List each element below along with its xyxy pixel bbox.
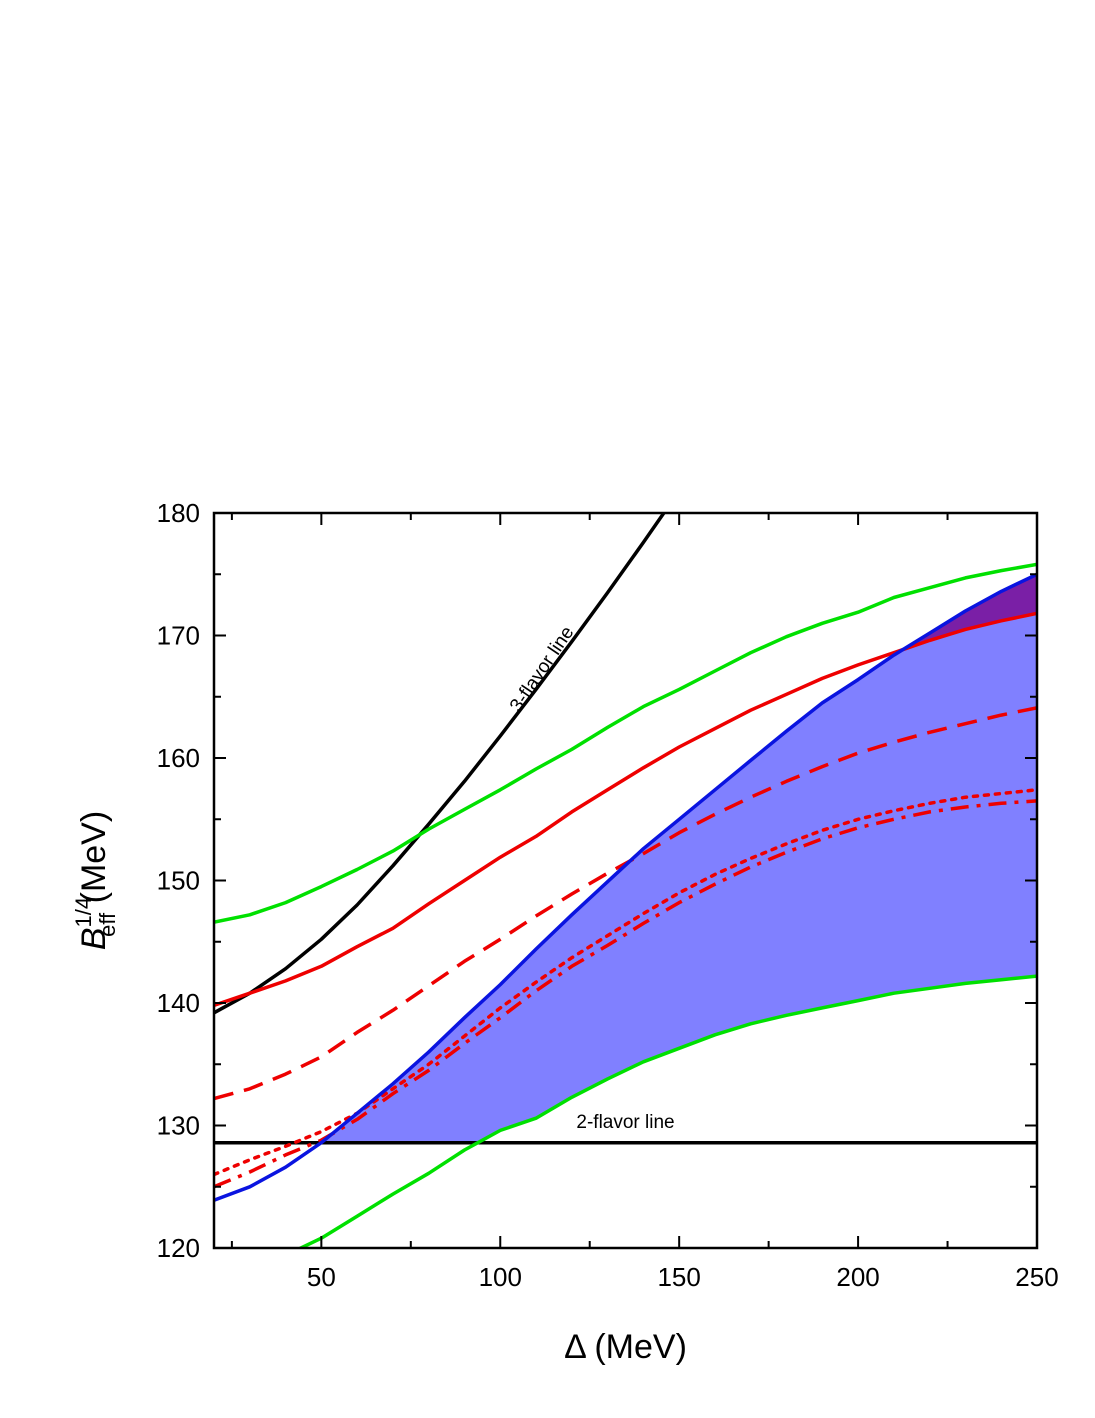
y-axis-title-superscript: 1/4 — [71, 897, 96, 928]
y-axis-title-base: B — [75, 927, 113, 950]
y-tick-label: 150 — [157, 866, 200, 896]
series-red-dotted — [214, 788, 1037, 1177]
data-series — [214, 513, 1037, 1248]
series-blue — [214, 572, 1037, 1202]
x-tick-label: 200 — [836, 1262, 879, 1292]
series-red-dashdot — [214, 799, 1037, 1189]
y-tick-label: 170 — [157, 621, 200, 651]
axis-ticks — [214, 512, 1038, 1249]
series-three-flavor — [214, 513, 666, 1015]
y-tick-label: 140 — [157, 988, 200, 1018]
x-tick-label: 100 — [479, 1262, 522, 1292]
x-axis-title: Δ (MeV) — [564, 1328, 687, 1366]
y-tick-label: 160 — [157, 743, 200, 773]
shaded-regions — [323, 574, 1037, 1143]
y-tick-label: 120 — [157, 1233, 200, 1263]
annotation-label: 2-flavor line — [576, 1112, 674, 1133]
annotation-label: 3-flavor line — [506, 623, 578, 716]
series-green-lower — [296, 974, 1037, 1248]
x-tick-label: 50 — [307, 1262, 336, 1292]
y-axis-title-unit: (MeV) — [75, 811, 113, 913]
series-green-upper — [214, 562, 1037, 924]
x-tick-label: 150 — [657, 1262, 700, 1292]
x-tick-label: 250 — [1015, 1262, 1058, 1292]
y-axis-title-subscript: eff — [95, 912, 120, 937]
y-tick-label: 180 — [157, 498, 200, 528]
region-allowed-region — [323, 574, 1037, 1143]
y-axis-title: B1/4eff (MeV) — [71, 811, 120, 950]
y-tick-label: 130 — [157, 1111, 200, 1141]
tick-labels: 50 100 150 200 250 120 130 140 150 160 170 180 — [157, 498, 1059, 1292]
